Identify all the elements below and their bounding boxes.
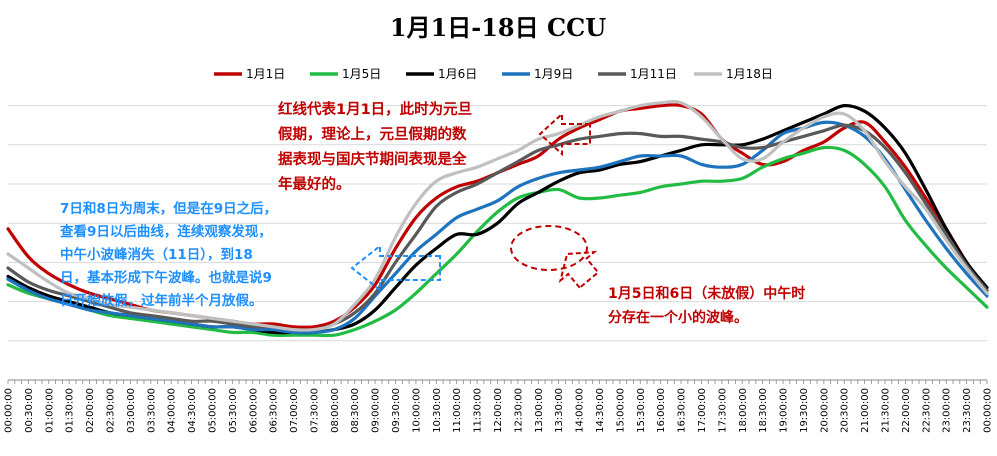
midday-peak-highlight <box>510 225 588 271</box>
x-tick-label: 22:30:00 <box>921 388 932 433</box>
x-tick-label: 15:00:00 <box>615 388 626 433</box>
x-tick-label: 23:00:00 <box>942 388 953 433</box>
x-tick-label: 06:00:00 <box>248 388 259 433</box>
x-tick-label: 05:00:00 <box>207 388 218 433</box>
annotation-midday-line: 1月5日和6日（未放假）中午时 <box>608 285 805 302</box>
x-tick-label: 13:30:00 <box>554 388 565 433</box>
legend-label: 1月1日 <box>246 67 285 81</box>
x-tick-label: 16:30:00 <box>677 388 688 433</box>
series-line <box>6 120 989 335</box>
x-tick-label: 21:00:00 <box>860 388 871 433</box>
x-tick-label: 19:00:00 <box>779 388 790 433</box>
annotation-holiday-arrow <box>538 111 591 157</box>
x-tick-label: 01:30:00 <box>65 388 76 433</box>
annotation-weekend-line: 7日和8日为周末，但是在9日之后， <box>60 200 277 217</box>
x-tick-label: 09:00:00 <box>371 388 382 433</box>
x-tick-label: 06:30:00 <box>269 388 280 433</box>
annotation-holiday-line: 据表现与国庆节期间表现是全 <box>278 150 467 168</box>
x-tick-label: 10:30:00 <box>432 388 443 433</box>
x-tick-label: 14:00:00 <box>575 388 586 433</box>
x-tick-label: 03:00:00 <box>126 388 137 433</box>
x-tick-label: 16:00:00 <box>656 388 667 433</box>
x-axis: 00:00:00 00:30:00 01:00:00 01:30:00 02:00:00… <box>4 379 994 433</box>
legend: 1月1日 1月5日 1月6日 1月9日 1月11日 1月18日 <box>214 67 773 81</box>
x-tick-label: 18:30:00 <box>758 388 769 433</box>
x-tick-label: 04:00:00 <box>167 388 178 433</box>
x-tick-label: 10:00:00 <box>411 388 422 433</box>
x-tick-label: 04:30:00 <box>187 388 198 433</box>
x-tick-label: 00:00:00 <box>4 388 15 433</box>
annotation-holiday: 红线代表1月1日，此时为元旦 假期，理论上，元旦假期的数 据表现与国庆节期间表现… <box>278 100 477 193</box>
annotation-midday-line: 分存在一个小的波峰。 <box>608 309 748 326</box>
x-tick-label: 11:30:00 <box>473 388 484 433</box>
annotation-holiday-line: 假期，理论上，元旦假期的数 <box>278 125 467 143</box>
annotation-weekend-line: 日，基本形成下午波峰。也就是说9 <box>60 269 272 286</box>
series-line <box>6 145 989 338</box>
x-tick-label: 17:00:00 <box>697 388 708 433</box>
x-tick-label: 07:00:00 <box>289 388 300 433</box>
annotation-holiday-line: 红线代表1月1日，此时为元旦 <box>278 100 472 118</box>
legend-label: 1月9日 <box>534 67 573 81</box>
x-tick-label: 02:00:00 <box>85 388 96 433</box>
annotation-weekend: 7日和8日为周末，但是在9日之后， 查看9日以后曲线，连续观察发现， 中午小波峰… <box>60 200 282 309</box>
x-tick-label: 19:30:00 <box>799 388 810 433</box>
x-tick-label: 12:30:00 <box>513 388 524 433</box>
x-tick-label: 12:00:00 <box>493 388 504 433</box>
x-tick-label: 08:00:00 <box>330 388 341 433</box>
x-tick-label: 22:00:00 <box>901 388 912 433</box>
x-tick-label: 21:30:00 <box>881 388 892 433</box>
grid <box>8 105 987 381</box>
annotation-weekend-arrow <box>350 243 441 293</box>
x-tick-label: 08:30:00 <box>350 388 361 433</box>
annotation-weekend-line: 日开始放假，过年前半个月放假。 <box>60 292 263 309</box>
annotation-weekend-line: 查看9日以后曲线，连续观察发现， <box>60 223 272 240</box>
x-tick-label: 20:00:00 <box>819 388 830 433</box>
legend-label: 1月5日 <box>342 67 381 81</box>
series-line <box>6 100 989 332</box>
x-tick-label: 13:00:00 <box>534 388 545 433</box>
series-line <box>6 123 989 332</box>
annotation-weekend-line: 中午小波峰消失（11日），到18 <box>60 246 253 263</box>
x-tick-label: 00:00:00 <box>983 388 994 433</box>
x-tick-label: 00:30:00 <box>24 388 35 433</box>
x-tick-label: 18:00:00 <box>738 388 749 433</box>
legend-label: 1月11日 <box>630 67 677 81</box>
annotation-midday-peak: 1月5日和6日（未放假）中午时 分存在一个小的波峰。 <box>608 285 810 326</box>
x-tick-label: 20:30:00 <box>840 388 851 433</box>
x-tick-label: 14:30:00 <box>595 388 606 433</box>
x-tick-label: 05:30:00 <box>228 388 239 433</box>
x-tick-label: 09:30:00 <box>391 388 402 433</box>
legend-label: 1月18日 <box>726 67 773 81</box>
x-tick-label: 11:00:00 <box>452 388 463 433</box>
x-tick-label: 17:30:00 <box>717 388 728 433</box>
annotation-midday-arrow <box>558 250 600 290</box>
x-tick-label: 15:30:00 <box>636 388 647 433</box>
legend-label: 1月6日 <box>438 67 477 81</box>
chart-title: 1月1日-18日 CCU <box>390 13 606 42</box>
x-tick-label: 07:30:00 <box>309 388 320 433</box>
x-tick-label: 01:00:00 <box>44 388 55 433</box>
x-tick-label: 03:30:00 <box>146 388 157 433</box>
x-tick-label: 02:30:00 <box>105 388 116 433</box>
series-lines <box>6 100 989 338</box>
annotation-holiday-line: 年最好的。 <box>278 175 351 193</box>
x-tick-label: 23:30:00 <box>962 388 973 433</box>
